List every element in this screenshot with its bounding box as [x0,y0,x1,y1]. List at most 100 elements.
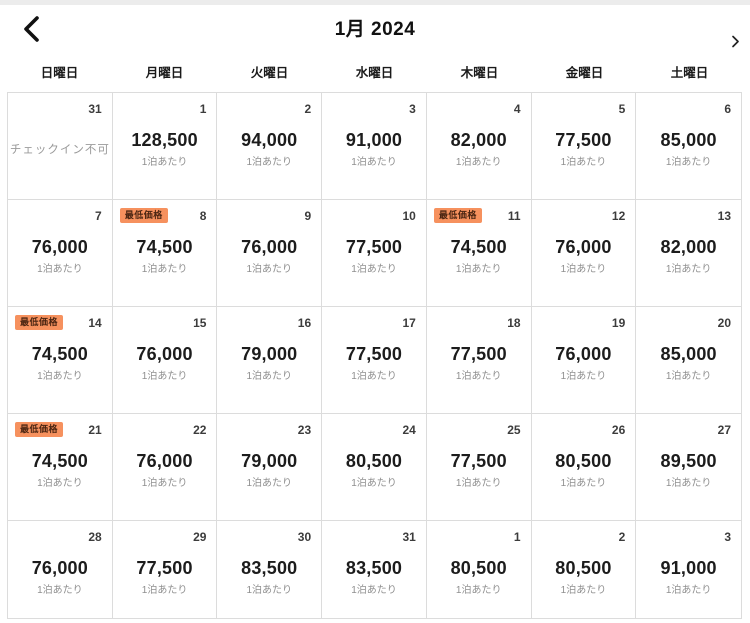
cell-date: 4 [513,102,521,116]
per-night-label: 1泊あたり [455,264,502,275]
cell-date: 1 [513,530,521,544]
calendar-cell[interactable]: 24 80,500 1泊あたり [322,414,427,521]
per-night-label: 1泊あたり [246,264,293,275]
calendar-header: 1月 2024 [0,5,750,55]
cell-date: 18 [507,316,521,330]
per-night-label: 1泊あたり [560,157,607,168]
calendar-cell[interactable]: 7 76,000 1泊あたり [8,200,113,307]
per-night-label: 1泊あたり [455,371,502,382]
per-night-label: 1泊あたり [246,585,293,596]
calendar-cell[interactable]: 3 91,000 1泊あたり [322,93,427,200]
cell-price: 76,000 [555,344,612,364]
price-block: 80,500 1泊あたり [322,451,426,489]
cell-date: 20 [717,316,731,330]
per-night-label: 1泊あたり [665,585,712,596]
calendar-cell[interactable]: 6 85,000 1泊あたり [636,93,741,200]
cell-date: 22 [193,423,207,437]
calendar-cell[interactable]: 最低価格 21 74,500 1泊あたり [8,414,113,521]
calendar-cell[interactable]: 15 76,000 1泊あたり [112,307,218,414]
cell-price: 128,500 [131,130,198,150]
lowest-price-badge: 最低価格 [15,315,64,330]
calendar-cell[interactable]: 最低価格 8 74,500 1泊あたり [112,200,218,307]
cell-date: 14 [88,316,102,330]
calendar-cell[interactable]: 20 85,000 1泊あたり [636,307,741,414]
calendar-cell[interactable]: 29 77,500 1泊あたり [112,521,218,618]
calendar-cell[interactable]: 26 80,500 1泊あたり [531,414,637,521]
calendar-cell[interactable]: 19 76,000 1泊あたり [531,307,637,414]
per-night-label: 1泊あたり [37,478,83,489]
price-block: 74,500 1泊あたり [8,344,112,382]
calendar-cell[interactable]: 最低価格 11 74,500 1泊あたり [426,200,532,307]
cell-date: 25 [507,423,521,437]
calendar-cell[interactable]: 16 79,000 1泊あたり [217,307,323,414]
cell-price: 91,000 [345,130,403,150]
calendar-cell[interactable]: 3 91,000 1泊あたり [636,521,741,618]
price-block: 76,000 1泊あたり [532,344,636,382]
cell-price: 76,000 [555,237,612,257]
calendar-grid: 31 チェックイン不可 1 128,500 1泊あたり 2 94,000 1泊あたり 3 91,0… [7,92,742,619]
calendar-cell[interactable]: 2 80,500 1泊あたり [531,521,637,618]
calendar-cell[interactable]: 22 76,000 1泊あたり [112,414,218,521]
price-block: 91,000 1泊あたり [636,558,741,596]
cell-price: 74,500 [31,451,88,471]
calendar-cell[interactable]: 27 89,500 1泊あたり [636,414,741,521]
weekday-header-row: 日曜日 月曜日 火曜日 水曜日 木曜日 金曜日 土曜日 [7,62,742,84]
per-night-label: 1泊あたり [141,371,188,382]
calendar-cell[interactable]: 最低価格 14 74,500 1泊あたり [8,307,113,414]
calendar-cell[interactable]: 9 76,000 1泊あたり [217,200,323,307]
per-night-label: 1泊あたり [37,264,83,275]
calendar-cell[interactable]: 23 79,000 1泊あたり [217,414,323,521]
cell-date: 11 [507,209,521,223]
price-block: 77,500 1泊あたり [322,237,426,275]
calendar-cell[interactable]: 5 77,500 1泊あたり [531,93,637,200]
per-night-label: 1泊あたり [351,371,397,382]
calendar-cell[interactable]: 1 80,500 1泊あたり [426,521,532,618]
cell-date: 3 [724,530,731,544]
cell-date: 5 [618,102,626,116]
cell-date: 9 [304,209,312,223]
price-block: 80,500 1泊あたり [532,558,636,596]
price-block: 77,500 1泊あたり [322,344,426,382]
price-block: 76,000 1泊あたり [217,237,321,275]
cell-price: 80,500 [555,451,612,471]
chevron-left-icon [23,16,40,42]
weekday-label: 火曜日 [250,66,289,80]
weekday-label: 水曜日 [355,66,394,80]
per-night-label: 1泊あたり [351,264,397,275]
per-night-label: 1泊あたり [665,264,712,275]
calendar-cell[interactable]: 4 82,000 1泊あたり [426,93,532,200]
cell-date: 8 [199,209,207,223]
cell-date: 15 [193,316,207,330]
calendar-cell[interactable]: 13 82,000 1泊あたり [636,200,741,307]
calendar-cell[interactable]: 10 77,500 1泊あたり [322,200,427,307]
cell-price: 80,500 [345,451,403,471]
cell-date: 24 [402,423,416,437]
calendar-cell[interactable]: 17 77,500 1泊あたり [322,307,427,414]
price-block: 77,500 1泊あたり [427,451,531,489]
next-month-button[interactable] [725,31,745,51]
calendar-cell[interactable]: 18 77,500 1泊あたり [426,307,532,414]
calendar-cell[interactable]: 28 76,000 1泊あたり [8,521,113,618]
cell-price: 76,000 [136,344,193,364]
cell-date: 13 [717,209,731,223]
calendar-cell[interactable]: 12 76,000 1泊あたり [531,200,637,307]
cell-price: 80,500 [450,558,507,578]
calendar-cell[interactable]: 31 83,500 1泊あたり [322,521,427,618]
per-night-label: 1泊あたり [246,478,293,489]
price-block: 74,500 1泊あたり [8,451,112,489]
per-night-label: 1泊あたり [665,478,712,489]
cell-date: 21 [88,423,102,437]
calendar-cell[interactable]: 2 94,000 1泊あたり [217,93,323,200]
prev-month-button[interactable] [16,12,46,46]
calendar-cell[interactable]: 25 77,500 1泊あたり [426,414,532,521]
cell-price: 77,500 [345,344,403,364]
cell-price: 82,000 [450,130,507,150]
price-block: 74,500 1泊あたり [427,237,531,275]
price-block: 79,000 1泊あたり [217,344,321,382]
cell-price: 83,500 [241,558,298,578]
cell-date: 10 [402,209,416,223]
cell-date: 12 [611,209,626,223]
price-block: 76,000 1泊あたり [113,344,217,382]
calendar-cell[interactable]: 1 128,500 1泊あたり [112,93,218,200]
calendar-cell[interactable]: 30 83,500 1泊あたり [217,521,323,618]
